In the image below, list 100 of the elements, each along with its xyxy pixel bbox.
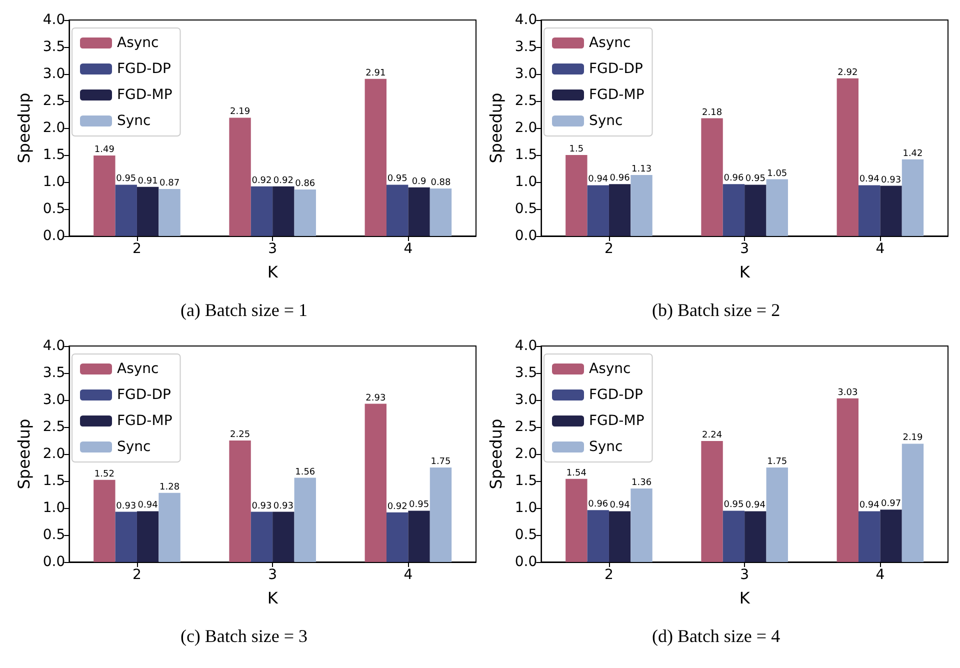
legend-label: Async [117, 35, 159, 51]
bar [364, 404, 386, 562]
x-axis-title: K [739, 262, 750, 282]
bar [630, 174, 652, 236]
x-tick-label: 4 [876, 241, 885, 257]
bar [250, 512, 273, 562]
text: (c) Batch size = 3 [180, 626, 308, 646]
y-tick-label: 0.5 [42, 527, 66, 543]
y-tick-label: 1.5 [514, 473, 538, 489]
bar [158, 492, 180, 562]
bar [608, 511, 631, 562]
data-label: 1.05 [767, 168, 788, 179]
y-tick-label: 1.0 [42, 174, 66, 190]
x-tick-label: 2 [604, 567, 614, 583]
y-tick-label: 4.0 [42, 12, 66, 28]
legend-label: Sync [117, 439, 151, 455]
y-tick-label: 0.5 [514, 527, 538, 543]
bar [229, 118, 251, 236]
y-tick-label: 1.5 [514, 147, 538, 163]
y-tick-label: 0.0 [42, 228, 66, 244]
x-tick-label: 3 [268, 241, 278, 257]
bar [94, 156, 116, 236]
y-tick-label: 3.0 [42, 392, 66, 408]
text: (a) Batch size = 1 [180, 300, 308, 320]
y-tick-label: 1.0 [514, 174, 538, 190]
data-label: 0.93 [273, 501, 294, 512]
y-axis-title: Speedup [486, 92, 506, 164]
data-label: 0.94 [138, 500, 158, 511]
data-label: 2.92 [838, 68, 858, 78]
legend-label: FGD-DP [589, 61, 643, 77]
y-tick-label: 2.0 [42, 120, 66, 136]
data-label: 3.03 [838, 388, 858, 398]
data-label: 0.95 [387, 174, 408, 184]
x-axis-title: K [267, 262, 278, 282]
x-tick-label: 4 [876, 567, 885, 583]
x-axis-title: K [739, 588, 750, 608]
y-tick-label: 3.5 [42, 365, 66, 381]
y-tick-label: 4.0 [514, 338, 538, 354]
x-tick-label: 2 [132, 567, 142, 583]
data-label: 0.92 [387, 502, 408, 512]
bar [836, 78, 858, 236]
x-tick-label: 2 [604, 241, 614, 257]
y-tick-label: 1.5 [42, 147, 66, 163]
bar [608, 184, 631, 236]
legend-label: FGD-DP [117, 387, 171, 403]
data-label: 1.42 [902, 148, 923, 159]
data-label: 0.94 [745, 500, 766, 511]
bar [836, 398, 858, 562]
bar [94, 480, 116, 562]
y-tick-label: 0.5 [514, 201, 538, 217]
bar [566, 155, 588, 236]
legend-label: FGD-MP [117, 413, 172, 429]
data-label: 0.94 [859, 174, 880, 185]
data-label: 0.95 [409, 500, 430, 510]
bar [408, 187, 430, 236]
x-tick-label: 2 [132, 241, 142, 257]
bar [587, 510, 609, 562]
y-tick-label: 2.0 [42, 446, 66, 462]
bar [136, 186, 159, 236]
bar [229, 440, 251, 562]
bar [766, 468, 788, 562]
bar [430, 468, 452, 562]
bar [630, 488, 652, 562]
bar [294, 478, 316, 562]
bar [766, 179, 788, 236]
y-tick-label: 2.5 [42, 93, 66, 109]
data-label: 1.52 [94, 469, 114, 480]
data-label: 2.25 [230, 430, 250, 440]
y-tick-label: 3.5 [514, 39, 538, 55]
bar [115, 512, 137, 562]
legend-label: FGD-MP [589, 413, 644, 429]
bar [294, 190, 316, 236]
x-tick-label: 4 [404, 567, 413, 583]
data-label: 0.93 [116, 501, 136, 512]
bar [722, 510, 745, 562]
bar [880, 510, 902, 562]
bar [430, 188, 452, 236]
x-tick-label: 3 [740, 567, 750, 583]
y-tick-label: 4.0 [514, 12, 538, 28]
data-label: 2.93 [366, 393, 386, 404]
y-tick-label: 1.0 [42, 500, 66, 516]
data-label: 1.5 [569, 144, 584, 154]
data-label: 0.95 [116, 174, 136, 184]
y-tick-label: 3.0 [514, 392, 538, 408]
y-tick-label: 0.0 [514, 228, 538, 244]
y-tick-label: 4.0 [42, 338, 66, 354]
data-label: 0.95 [745, 174, 766, 184]
bar [250, 186, 273, 236]
legend-label: FGD-DP [589, 387, 643, 403]
bar [386, 512, 408, 562]
legend-label: Async [117, 361, 159, 377]
bar [701, 441, 723, 562]
y-tick-label: 2.5 [514, 93, 538, 109]
x-axis-title: K [267, 588, 278, 608]
data-label: 0.94 [859, 500, 880, 511]
bar [744, 511, 766, 562]
legend-label: Async [589, 361, 631, 377]
bar [587, 185, 609, 236]
bar [272, 186, 294, 236]
bar [364, 78, 386, 236]
